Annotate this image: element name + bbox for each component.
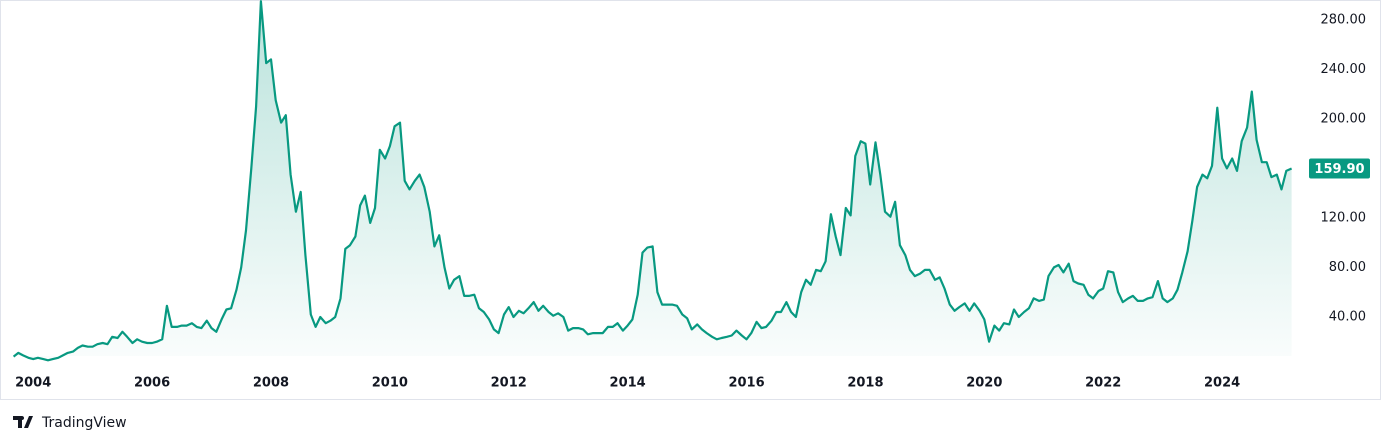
- y-tick-label: 240.00: [1321, 62, 1367, 77]
- x-tick-label: 2022: [1085, 376, 1121, 391]
- logo: [13, 416, 33, 428]
- x-tick-label: 2014: [610, 376, 646, 391]
- x-tick-label: 2012: [491, 376, 527, 391]
- x-tick-label: 2004: [15, 376, 51, 391]
- x-tick-label: 2018: [847, 376, 883, 391]
- y-tick-label: 80.00: [1329, 260, 1366, 275]
- x-tick-label: 2020: [966, 376, 1002, 391]
- x-tick-label: 2008: [253, 376, 289, 391]
- x-tick-label: 2010: [372, 376, 408, 391]
- area-fill: [13, 1, 1292, 361]
- y-tick-label: 120.00: [1321, 210, 1367, 225]
- brand-name: TradingView: [41, 415, 127, 431]
- y-tick-label: 200.00: [1321, 111, 1367, 126]
- price-line: [12, 0, 1293, 362]
- x-tick-label: 2006: [134, 376, 170, 391]
- y-tick-label: 280.00: [1321, 12, 1367, 27]
- last-price-box: [1309, 158, 1370, 179]
- chart-frame: [0, 0, 1381, 400]
- brand: TradingView: [13, 415, 127, 431]
- last-price-label: 159.90: [1314, 162, 1364, 177]
- y-tick-label: 40.00: [1329, 309, 1366, 324]
- x-tick-label: 2016: [728, 376, 764, 391]
- x-tick-label: 2024: [1204, 376, 1240, 391]
